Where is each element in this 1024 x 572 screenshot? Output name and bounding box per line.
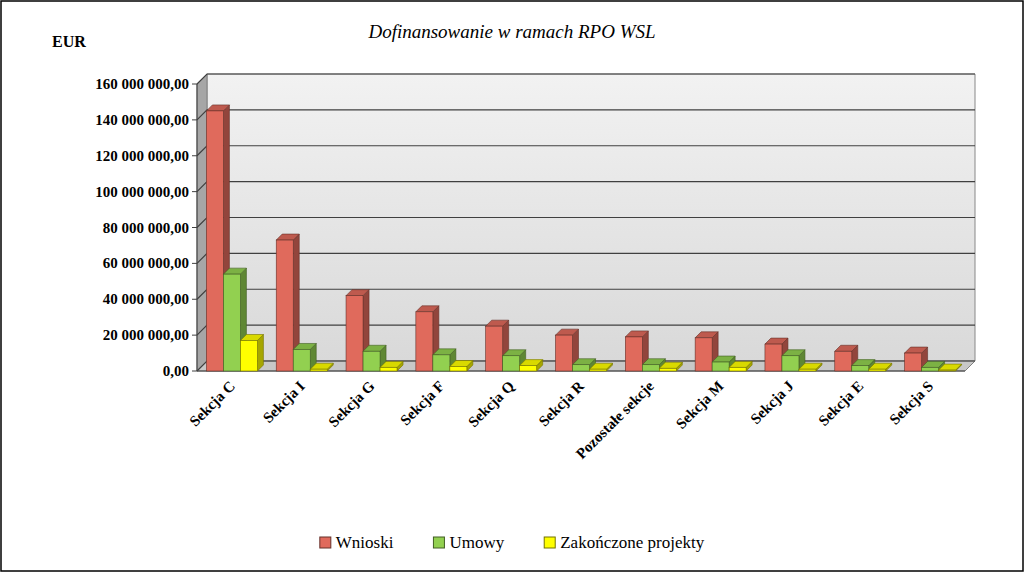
grid-line bbox=[197, 74, 975, 84]
bar bbox=[729, 361, 752, 371]
grid-line bbox=[197, 182, 975, 192]
title: Dofinansowanie w ramach RPO WSL bbox=[367, 21, 655, 42]
bar bbox=[939, 364, 962, 371]
bar bbox=[240, 335, 263, 371]
bars bbox=[206, 105, 961, 371]
grid-line bbox=[197, 218, 975, 228]
tick-mark bbox=[192, 191, 197, 192]
x-tick-label: Sekcja G bbox=[325, 378, 377, 430]
bar bbox=[450, 361, 473, 371]
tick-mark bbox=[192, 84, 197, 85]
y-tick-label: 120 000 000,00 bbox=[95, 148, 189, 164]
y-tick-label: 0,00 bbox=[163, 363, 189, 379]
x-tick-label: Sekcja M bbox=[673, 378, 727, 432]
legend: Wnioski Umowy Zakończone projekty bbox=[320, 533, 705, 552]
tick-mark bbox=[192, 299, 197, 300]
x-tick-label: Sekcja E bbox=[815, 378, 866, 429]
grid-line bbox=[197, 325, 975, 335]
x-tick-label: Sekcja J bbox=[747, 377, 797, 427]
legend-label: Umowy bbox=[449, 533, 504, 552]
x-tick-label: Sekcja C bbox=[186, 378, 238, 430]
x-tick-label: Sekcja R bbox=[535, 378, 587, 430]
grid-line bbox=[197, 110, 975, 120]
bar bbox=[520, 360, 543, 371]
grid-line bbox=[197, 289, 975, 299]
tick-mark bbox=[192, 335, 197, 336]
chart-border bbox=[1, 1, 1023, 571]
x-tick-label: Sekcja F bbox=[397, 378, 448, 429]
x-tick-label: Sekcja I bbox=[260, 378, 308, 426]
tick-mark bbox=[192, 371, 197, 372]
bar bbox=[869, 363, 892, 371]
grid bbox=[192, 74, 975, 371]
bar bbox=[659, 362, 682, 371]
tick-mark bbox=[192, 263, 197, 264]
y-tick-label: 20 000 000,00 bbox=[103, 327, 189, 343]
x-tick-label: Sekcja Q bbox=[465, 378, 517, 430]
bar bbox=[380, 361, 403, 371]
y-tick-label: 100 000 000,00 bbox=[95, 184, 189, 200]
legend-label: Zakończone projekty bbox=[560, 533, 704, 552]
y-axis-line bbox=[197, 84, 198, 371]
y-tick-label: 60 000 000,00 bbox=[103, 255, 189, 271]
y-tick-label: 160 000 000,00 bbox=[95, 76, 189, 92]
legend-label: Wnioski bbox=[336, 533, 394, 552]
bar bbox=[590, 363, 613, 371]
y-tick-label: 40 000 000,00 bbox=[103, 291, 189, 307]
grid-line bbox=[197, 253, 975, 263]
bar bbox=[310, 363, 333, 371]
legend-swatch bbox=[433, 537, 444, 548]
y-tick-label: 80 000 000,00 bbox=[103, 220, 189, 236]
chart: 0,00 20 000 000,00 40 000 000,00 60 000 000… bbox=[0, 0, 1024, 572]
bar bbox=[799, 363, 822, 371]
grid-line bbox=[197, 146, 975, 156]
legend-swatch bbox=[544, 537, 555, 548]
y-axis-label: EUR bbox=[52, 33, 86, 50]
y-tick-label: 140 000 000,00 bbox=[95, 112, 189, 128]
legend-swatch bbox=[320, 537, 331, 548]
tick-mark bbox=[192, 227, 197, 228]
x-tick-label: Sekcja S bbox=[886, 378, 936, 428]
tick-mark bbox=[192, 119, 197, 120]
tick-mark bbox=[192, 155, 197, 156]
x-tick-label: Pozostałe sekcje bbox=[573, 378, 657, 462]
